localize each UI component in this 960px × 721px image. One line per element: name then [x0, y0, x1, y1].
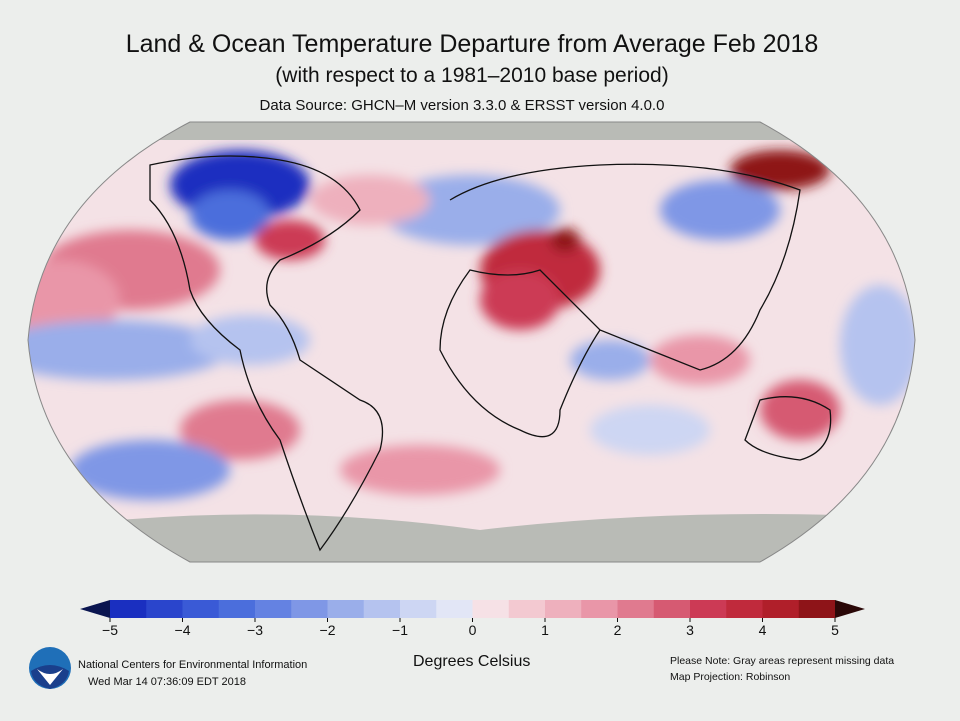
legend-swatch — [436, 600, 473, 618]
legend-tick-label: 4 — [758, 622, 767, 638]
color-legend — [80, 600, 865, 622]
legend-tick-label: −4 — [174, 622, 191, 638]
map-title: Land & Ocean Temperature Departure from … — [125, 30, 819, 58]
legend-tick-label: −5 — [102, 622, 118, 638]
legend-swatch — [762, 600, 800, 618]
anomaly-region — [550, 228, 580, 252]
legend-extend-arrow — [80, 600, 110, 618]
anomaly-region — [255, 220, 325, 260]
legend-swatch — [255, 600, 292, 618]
missing-data-antarctica — [60, 514, 900, 562]
legend-tick-label: −2 — [319, 622, 336, 638]
legend-swatch — [400, 600, 437, 618]
legend-swatch — [617, 600, 655, 618]
legend-units: Degrees Celsius — [413, 653, 531, 670]
legend-swatch — [182, 600, 220, 618]
legend-swatch — [146, 600, 183, 618]
anomaly-region — [590, 405, 710, 455]
legend-swatch — [798, 600, 836, 618]
legend-swatch — [472, 600, 510, 618]
map-border — [27, 121, 916, 563]
legend-extend-arrow — [835, 600, 865, 618]
legend-tick-label: 5 — [831, 622, 839, 638]
legend-swatch — [508, 600, 546, 618]
legend-tick-label: 1 — [541, 622, 549, 638]
anomaly-region — [340, 445, 500, 495]
noaa-logo — [29, 647, 71, 689]
anomaly-map — [27, 121, 916, 563]
legend-swatch — [110, 600, 147, 618]
anomaly-region — [760, 380, 840, 440]
anomaly-region — [28, 320, 230, 380]
legend-tick-label: −1 — [392, 622, 408, 638]
legend-tick-label: 0 — [468, 622, 477, 638]
legend-swatch — [581, 600, 618, 618]
anomaly-region — [650, 335, 750, 385]
missing-data-arctic — [28, 122, 915, 140]
legend-swatch — [327, 600, 365, 618]
legend-tick-label: −3 — [247, 622, 263, 638]
anomaly-region — [840, 285, 915, 405]
legend-tick-label: 2 — [613, 622, 622, 638]
anomaly-region — [310, 175, 430, 225]
anomaly-region — [190, 190, 270, 240]
legend-swatch — [291, 600, 328, 618]
missing-data-note: Please Note: Gray areas represent missin… — [670, 655, 895, 667]
anomaly-region — [480, 270, 560, 330]
projection-note: Map Projection: Robinson — [670, 671, 791, 683]
legend-swatch — [363, 600, 401, 618]
anomaly-region — [190, 315, 310, 365]
org-name: National Centers for Environmental Infor… — [78, 659, 308, 671]
anomaly-region — [660, 180, 780, 240]
anomaly-region — [570, 340, 650, 380]
coastlines — [149, 155, 832, 552]
legend-swatch — [726, 600, 763, 618]
anomaly-region — [180, 400, 300, 460]
map-subtitle: (with respect to a 1981–2010 base period… — [275, 64, 669, 87]
anomaly-region — [730, 150, 830, 190]
legend-swatch — [653, 600, 691, 618]
legend-tick-label: 3 — [686, 622, 694, 638]
data-source: Data Source: GHCN–M version 3.3.0 & ERSS… — [259, 97, 665, 114]
legend-swatch — [218, 600, 256, 618]
anomaly-region — [70, 440, 230, 500]
legend-swatch — [690, 600, 727, 618]
legend-swatch — [545, 600, 582, 618]
generated-date: Wed Mar 14 07:36:09 EDT 2018 — [88, 676, 246, 688]
